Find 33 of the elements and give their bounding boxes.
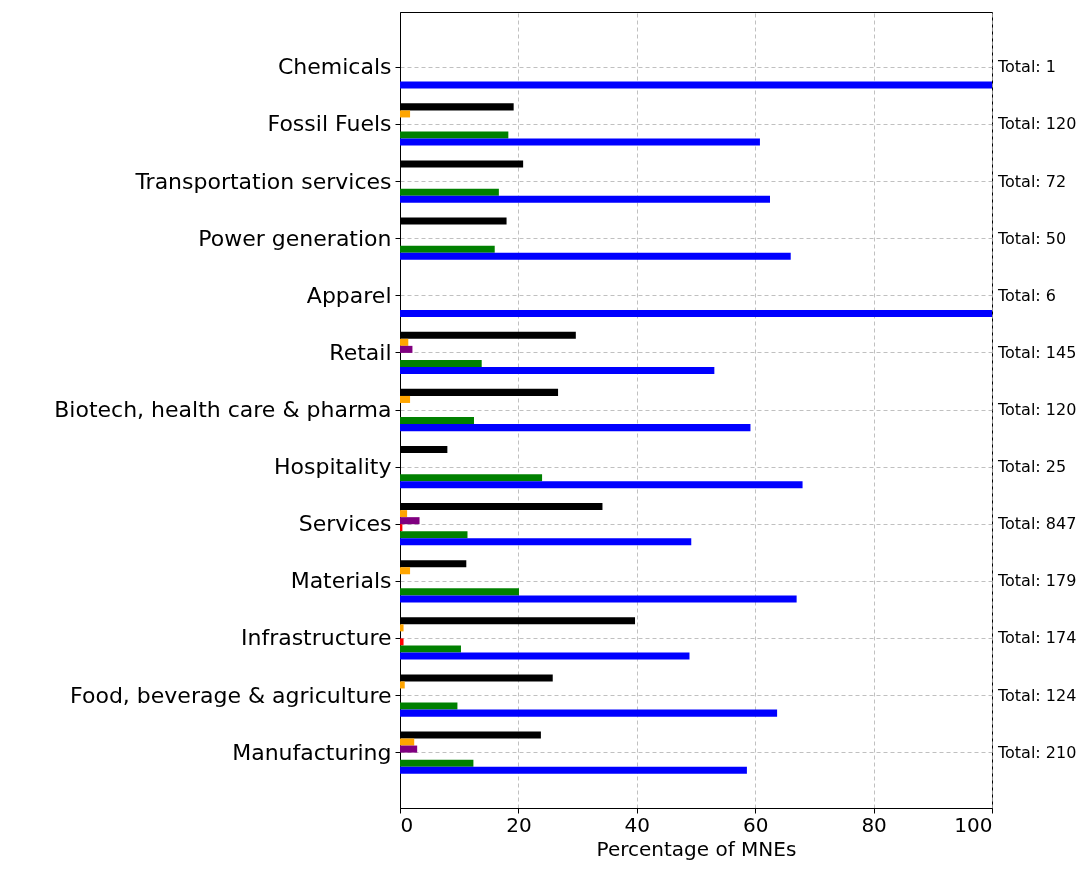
text: Total: 6: [997, 285, 1057, 305]
text: Total: 174: [997, 628, 1077, 648]
text: Total: 179: [997, 571, 1077, 591]
y-tick-label: Infrastructure: [240, 625, 392, 651]
y-tick-label: Fossil Fuels: [267, 111, 392, 137]
text: Total: 120: [997, 114, 1077, 134]
x-axis-title: Percentage of MNEs: [596, 836, 797, 861]
y-tick-label: Materials: [290, 568, 392, 594]
text: Total: 50: [997, 228, 1067, 248]
text: Total: 210: [997, 742, 1077, 762]
y-tick-label: Hospitality: [273, 454, 392, 480]
y-tick-label: Biotech, health care & pharma: [54, 397, 392, 422]
y-tick-label: Manufacturing: [232, 739, 392, 765]
y-tick-label: Services: [298, 511, 392, 537]
x-tick-label: 0: [400, 812, 414, 837]
x-tick-label: 80: [861, 812, 887, 837]
x-tick-label: 40: [624, 812, 651, 837]
text: Total: 25: [997, 457, 1067, 477]
text: Total: 124: [997, 685, 1077, 705]
x-tick-label: 20: [506, 812, 532, 837]
text: Total: 1: [997, 57, 1057, 77]
x-tick-label: 100: [954, 812, 993, 837]
text: Total: 847: [997, 514, 1077, 534]
text: Total: 72: [997, 171, 1067, 191]
y-tick-label: Food, beverage & agriculture: [70, 682, 392, 708]
y-tick-label: Transportation services: [134, 168, 392, 194]
text: Total: 120: [997, 400, 1077, 419]
y-tick-label: Retail: [329, 339, 392, 365]
y-tick-label: Power generation: [198, 225, 392, 251]
x-tick-label: 60: [742, 812, 769, 837]
text: Total: 145: [997, 342, 1077, 362]
y-tick-label: Chemicals: [277, 54, 392, 80]
y-tick-label: Apparel: [306, 282, 392, 308]
